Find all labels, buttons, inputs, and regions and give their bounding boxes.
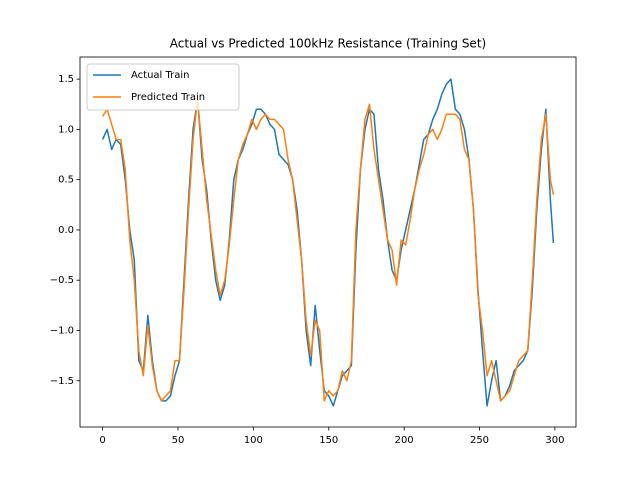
plot-frame — [79, 56, 577, 428]
legend-box — [86, 63, 240, 111]
x-tick-label: 100 — [244, 435, 263, 446]
y-tick-label: 0.0 — [58, 225, 74, 236]
y-tick-label: 1.5 — [58, 74, 74, 85]
y-tick-label: −0.5 — [50, 275, 74, 286]
legend-label: Actual Train — [131, 70, 190, 81]
line-series — [101, 98, 555, 402]
y-tick-label: −1.0 — [50, 325, 74, 336]
x-tick-label: 150 — [319, 435, 338, 446]
x-tick-label: 250 — [470, 435, 489, 446]
y-tick-label: −1.5 — [50, 376, 74, 387]
y-tick-label: 1.0 — [58, 124, 74, 135]
legend-label: Predicted Train — [131, 92, 205, 103]
x-tick-label: 200 — [395, 435, 414, 446]
y-tick-label: 0.5 — [58, 175, 74, 186]
x-tick-label: 300 — [545, 435, 564, 446]
x-tick-label: 50 — [172, 435, 185, 446]
chart-title: Actual vs Predicted 100kHz Resistance (T… — [170, 37, 486, 51]
x-tick-label: 0 — [99, 435, 105, 446]
